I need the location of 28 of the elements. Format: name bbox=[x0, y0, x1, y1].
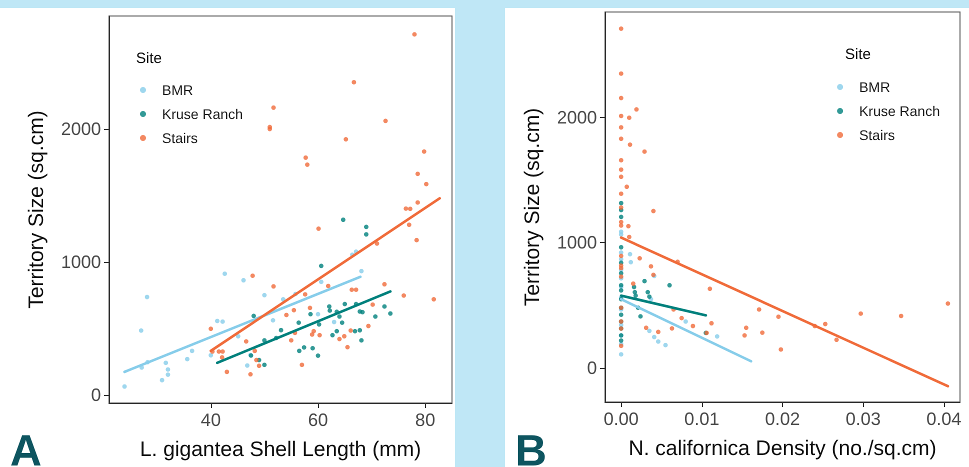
x-tick-label: 40 bbox=[200, 410, 221, 430]
text: B bbox=[515, 426, 547, 467]
text: A bbox=[10, 426, 42, 467]
x-tick-label: 0.04 bbox=[926, 409, 962, 429]
y-tick-label: 1000 bbox=[60, 252, 101, 272]
y-axis-title: Territory Size (sq.cm) bbox=[521, 108, 544, 306]
x-tick-label: 60 bbox=[308, 410, 328, 430]
legend-title: Site bbox=[136, 50, 162, 67]
x-tick-label: 80 bbox=[415, 410, 436, 430]
x-axis-title: N. californica Density (no./sq.cm) bbox=[628, 437, 937, 460]
legend-label: Stairs bbox=[162, 130, 198, 146]
x-tick-label: 0.01 bbox=[684, 409, 720, 429]
legend-label: Kruse Ranch bbox=[859, 103, 940, 119]
x-tick-label: 0.02 bbox=[764, 409, 800, 429]
legend-title: Site bbox=[845, 46, 871, 63]
legend-label: Kruse Ranch bbox=[162, 106, 243, 122]
legend-label: Stairs bbox=[859, 127, 895, 143]
y-tick-label: 0 bbox=[586, 358, 597, 378]
x-axis-title: L. gigantea Shell Length (mm) bbox=[140, 438, 422, 461]
legend-label: BMR bbox=[859, 79, 890, 95]
y-tick-label: 0 bbox=[90, 385, 101, 406]
x-tick-label: 0.00 bbox=[604, 409, 639, 429]
legend-label: BMR bbox=[162, 82, 194, 98]
x-tick-label: 0.03 bbox=[846, 409, 881, 429]
y-tick-label: 2000 bbox=[60, 119, 101, 140]
y-axis-title: Territory Size (sq.cm) bbox=[25, 110, 48, 309]
y-tick-label: 1000 bbox=[556, 232, 597, 253]
y-tick-label: 2000 bbox=[556, 107, 597, 128]
